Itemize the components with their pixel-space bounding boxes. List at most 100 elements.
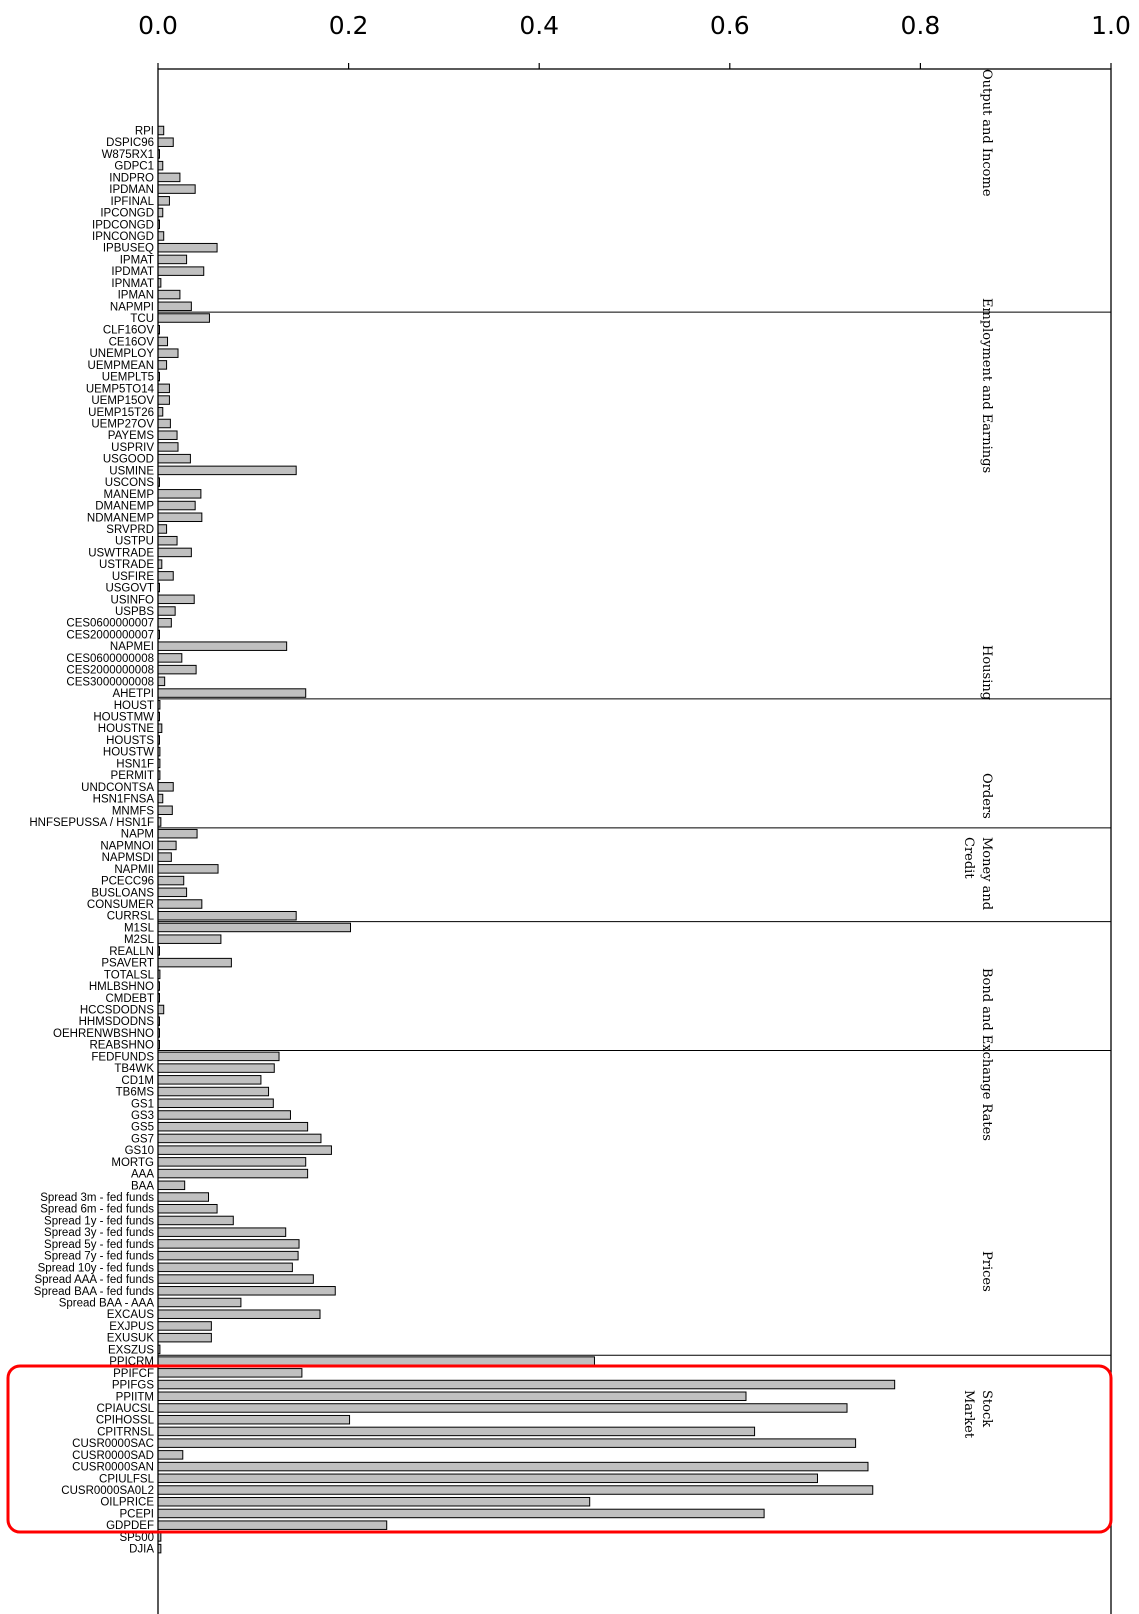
category-label: NAPMEI bbox=[110, 641, 154, 653]
bar bbox=[157, 910, 297, 921]
bar bbox=[157, 1086, 270, 1097]
x-tick-label: 0.8 bbox=[901, 11, 941, 40]
category-label: CUSR0000SAN bbox=[72, 1462, 154, 1474]
bar bbox=[157, 1414, 351, 1425]
group-label-line: Market bbox=[961, 1390, 976, 1439]
category-label: UNEMPLOY bbox=[89, 348, 154, 360]
bar bbox=[157, 313, 210, 323]
bar bbox=[157, 617, 172, 628]
category-label: HOUSTS bbox=[106, 735, 154, 747]
category-label: REABSHNO bbox=[89, 1040, 154, 1052]
bar bbox=[157, 535, 178, 546]
category-label: UEMP15T26 bbox=[88, 407, 154, 419]
category-label: NAPMPI bbox=[110, 301, 154, 313]
category-label: USWTRADE bbox=[88, 547, 154, 559]
category-label: NAPM bbox=[121, 829, 154, 841]
category-label: UEMP15OV bbox=[91, 395, 154, 407]
category-label: CONSUMER bbox=[87, 899, 154, 911]
bar bbox=[157, 1426, 756, 1437]
bar bbox=[157, 922, 352, 933]
bar bbox=[157, 453, 191, 464]
group-label-line: Prices bbox=[979, 1251, 994, 1292]
category-label: INDPRO bbox=[109, 172, 154, 184]
bar bbox=[157, 1332, 212, 1343]
group-label: Money andCredit bbox=[961, 837, 994, 910]
category-label: NDMANEMP bbox=[87, 512, 154, 524]
bar bbox=[157, 1309, 321, 1319]
category-label: NAPMII bbox=[114, 864, 154, 876]
category-label: W875RX1 bbox=[102, 149, 154, 161]
bar bbox=[157, 887, 188, 898]
category-label: IPMAN bbox=[118, 290, 154, 302]
bar bbox=[157, 1473, 818, 1484]
x-tick-label: 0.4 bbox=[519, 11, 559, 40]
bar bbox=[157, 571, 174, 581]
category-label: CES2000000007 bbox=[66, 629, 154, 641]
category-label: EXSZUS bbox=[108, 1344, 154, 1356]
category-label: GDPDEF bbox=[106, 1520, 154, 1532]
category-label: FEDFUNDS bbox=[91, 1051, 154, 1063]
group-labels: Output and Income Employment and Earnings… bbox=[961, 69, 994, 1439]
category-label: HOUSTNE bbox=[98, 723, 155, 735]
group-label: Housing bbox=[979, 645, 994, 700]
bar bbox=[157, 289, 181, 300]
category-label: BAA bbox=[131, 1180, 154, 1192]
category-label: PCECC96 bbox=[101, 876, 154, 888]
bar bbox=[157, 899, 203, 909]
bar bbox=[157, 1133, 322, 1144]
category-label: PPIFCF bbox=[113, 1368, 154, 1380]
bar bbox=[157, 160, 164, 171]
category-label: CMDEBT bbox=[105, 993, 154, 1005]
category-label: HHMSDODNS bbox=[79, 1016, 155, 1028]
category-label: EXUSUK bbox=[107, 1333, 155, 1345]
bar bbox=[157, 512, 203, 523]
bar bbox=[157, 125, 165, 136]
bar bbox=[157, 1450, 184, 1460]
category-label: CPIULFSL bbox=[99, 1473, 155, 1485]
category-label: PCEPI bbox=[119, 1508, 154, 1520]
x-axis-ticks: 0.0 0.2 0.4 0.6 0.8 1.0 bbox=[138, 11, 1131, 69]
bar bbox=[157, 653, 183, 663]
bar bbox=[157, 336, 169, 347]
bar bbox=[157, 1321, 212, 1331]
category-label: CURRSL bbox=[107, 911, 155, 923]
bar bbox=[157, 1297, 242, 1308]
category-label: TB4WK bbox=[114, 1063, 154, 1075]
category-label: USMINE bbox=[109, 465, 154, 477]
category-label: Spread 5y - fed funds bbox=[44, 1239, 154, 1251]
category-label: IPBUSEQ bbox=[103, 243, 154, 255]
bar bbox=[157, 207, 164, 218]
bar bbox=[157, 1250, 299, 1261]
bar bbox=[157, 1368, 303, 1378]
bar bbox=[157, 360, 168, 370]
category-label: UEMPMEAN bbox=[88, 360, 154, 372]
category-label: UEMP27OV bbox=[91, 419, 154, 431]
category-label: Spread 3m - fed funds bbox=[40, 1192, 154, 1204]
category-label: BUSLOANS bbox=[91, 887, 154, 899]
bar bbox=[157, 137, 174, 147]
bar bbox=[157, 1075, 262, 1085]
category-label: HOUSTMW bbox=[93, 712, 154, 724]
bar bbox=[157, 676, 166, 687]
bar bbox=[157, 957, 232, 968]
bar bbox=[157, 875, 185, 886]
category-label: TCU bbox=[130, 313, 154, 325]
bar bbox=[157, 1215, 234, 1226]
category-label: SP500 bbox=[119, 1532, 154, 1544]
bar bbox=[157, 1262, 293, 1273]
bar bbox=[157, 1063, 275, 1073]
x-tick-label: 0.2 bbox=[329, 11, 369, 40]
category-label: CPIAUCSL bbox=[96, 1403, 154, 1415]
bar bbox=[157, 864, 219, 874]
bar bbox=[157, 1051, 280, 1062]
category-label: CPIHOSSL bbox=[96, 1415, 155, 1427]
bar bbox=[157, 1520, 388, 1530]
group-label-line: Orders bbox=[979, 773, 994, 819]
category-label: HOUSTW bbox=[103, 747, 154, 759]
category-label: UEMP5TO14 bbox=[86, 383, 155, 395]
bar bbox=[157, 1356, 595, 1366]
x-tick-label: 1.0 bbox=[1091, 11, 1131, 40]
bar bbox=[157, 688, 307, 698]
category-label: OEHRENWBSHNO bbox=[53, 1028, 154, 1040]
category-label: OILPRICE bbox=[100, 1497, 154, 1509]
